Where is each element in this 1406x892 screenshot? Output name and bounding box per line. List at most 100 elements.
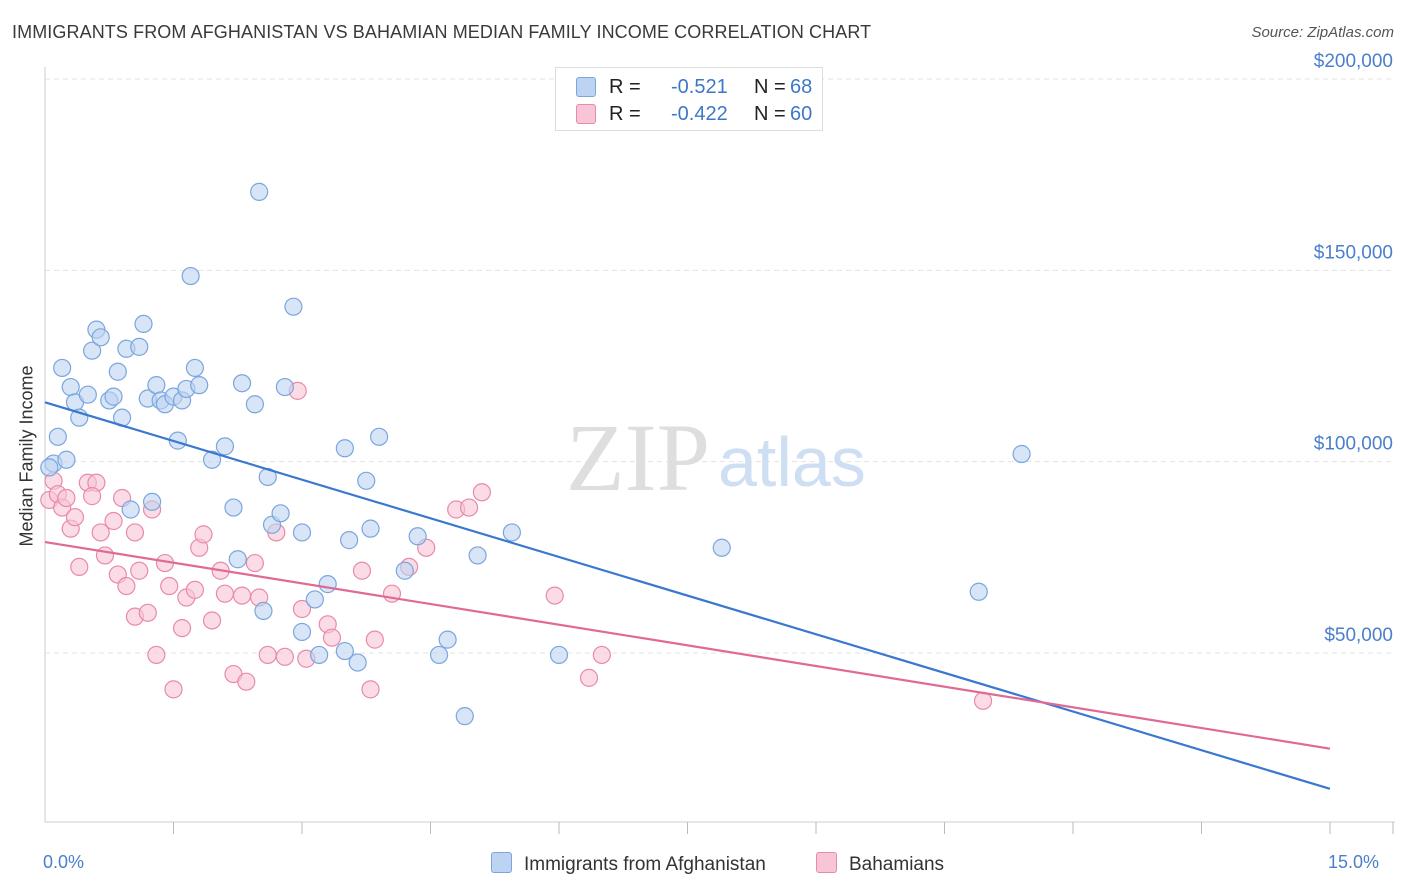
bottom-legend-label: Immigrants from Afghanistan	[524, 854, 766, 875]
bahamians-point	[147, 645, 166, 665]
afghanistan-point	[429, 645, 449, 665]
bahamians-point	[138, 603, 157, 622]
afghanistan-point	[292, 622, 312, 642]
y-axis-label: Median Family Income	[16, 365, 37, 547]
bahamians-point	[83, 487, 102, 506]
legend-n-label: N =	[754, 76, 786, 98]
afghanistan-point	[395, 561, 414, 580]
afghanistan-point	[202, 450, 222, 469]
afghanistan-points	[40, 182, 1031, 726]
afghanistan-point	[549, 645, 569, 665]
bahamians-point	[185, 580, 205, 599]
afghanistan-point	[357, 471, 376, 490]
bahamians-point	[202, 611, 222, 630]
correlation-legend: R = -0.521 N = 68 R = -0.422 N = 60	[555, 67, 823, 131]
y-tick-label: $100,000	[1314, 434, 1393, 455]
afghanistan-point	[147, 376, 166, 395]
afghanistan-point	[318, 575, 337, 594]
bahamians-point	[545, 586, 564, 605]
afghanistan-point	[215, 437, 234, 456]
afghanistan-point	[48, 427, 67, 446]
legend-swatch-afghanistan	[576, 77, 596, 97]
afghanistan-point	[228, 550, 247, 569]
bahamians-point	[322, 628, 342, 647]
afghanistan-point	[335, 439, 354, 458]
afghanistan-point	[104, 387, 123, 406]
afghanistan-point	[969, 582, 988, 601]
legend-swatch-bahamians	[576, 104, 596, 124]
afghanistan-point	[1012, 444, 1031, 464]
legend-r-label: R =	[609, 76, 641, 98]
bahamians-point	[352, 561, 372, 580]
afghanistan-point	[83, 341, 102, 360]
bahamians-point	[57, 488, 76, 508]
afghanistan-point	[78, 385, 97, 404]
chart-title: IMMIGRANTS FROM AFGHANISTAN VS BAHAMIAN …	[12, 22, 872, 42]
afghanistan-point	[121, 500, 140, 519]
afghanistan-point	[284, 297, 303, 316]
bahamians-point	[117, 576, 136, 596]
afghanistan-point	[224, 498, 243, 517]
afghanistan-point	[181, 266, 200, 286]
bahamians-point	[160, 576, 179, 596]
bahamians-point	[91, 523, 110, 542]
legend-n-value: 68	[790, 76, 813, 98]
y-tick-label: $200,000	[1314, 51, 1393, 72]
afghanistan-point	[134, 314, 153, 334]
afghanistan-trend-line	[44, 401, 1331, 790]
bahamians-point	[232, 586, 252, 605]
bahamians-point	[592, 645, 611, 665]
legend-n-label: N =	[754, 103, 786, 125]
bahamians-point	[245, 553, 264, 573]
afghanistan-point	[40, 458, 59, 477]
bahamians-point	[104, 511, 123, 531]
bahamians-point	[459, 498, 479, 517]
bahamians-trend-line	[44, 540, 1331, 750]
afghanistan-point	[340, 531, 359, 550]
bottom-legend-label: Bahamians	[849, 854, 945, 875]
afghanistan-point	[408, 527, 427, 546]
afghanistan-point	[335, 641, 354, 661]
axes	[44, 67, 1395, 834]
afghanistan-point	[271, 504, 290, 523]
watermark-zip: ZIP	[566, 404, 710, 511]
y-tick-label: $50,000	[1324, 625, 1393, 646]
bahamians-point	[237, 672, 256, 691]
afghanistan-point	[245, 395, 264, 414]
afghanistan-point	[292, 523, 312, 542]
bahamians-point	[215, 584, 234, 603]
bahamians-point	[292, 599, 312, 619]
afghanistan-point	[108, 362, 127, 381]
bottom-legend-afghanistan: Immigrants from Afghanistan	[491, 852, 766, 876]
bottom-legend-bahamians: Bahamians	[816, 852, 944, 876]
afghanistan-point	[361, 519, 380, 538]
x-tick-left: 0.0%	[43, 852, 85, 872]
afghanistan-point	[57, 450, 76, 469]
x-tick-right: 15.0%	[1328, 852, 1380, 872]
legend-r-value: -0.422	[671, 103, 728, 125]
bahamians-point	[365, 630, 384, 649]
y-tick-label: $150,000	[1314, 242, 1393, 263]
bahamians-point	[361, 680, 380, 699]
afghanistan-point	[502, 523, 521, 542]
bahamians-point	[125, 523, 145, 542]
bahamians-point	[579, 668, 599, 687]
afghanistan-point	[53, 358, 72, 378]
bahamians-point	[164, 680, 183, 699]
afghanistan-point	[185, 358, 205, 378]
afghanistan-point	[468, 546, 487, 565]
afghanistan-point	[275, 377, 294, 397]
afghanistan-point	[370, 427, 389, 446]
watermark-atlas: atlas	[718, 423, 866, 501]
afghanistan-point	[232, 374, 252, 393]
legend-r-label: R =	[609, 103, 641, 125]
afghanistan-point	[254, 601, 273, 621]
source-label: Source: ZipAtlas.com	[1251, 24, 1394, 41]
trend-lines	[44, 401, 1331, 790]
afghanistan-point	[455, 707, 474, 726]
bahamians-point	[70, 557, 89, 577]
afghanistan-point	[438, 630, 457, 649]
afghanistan-point	[712, 538, 731, 557]
afghanistan-point	[305, 590, 324, 609]
